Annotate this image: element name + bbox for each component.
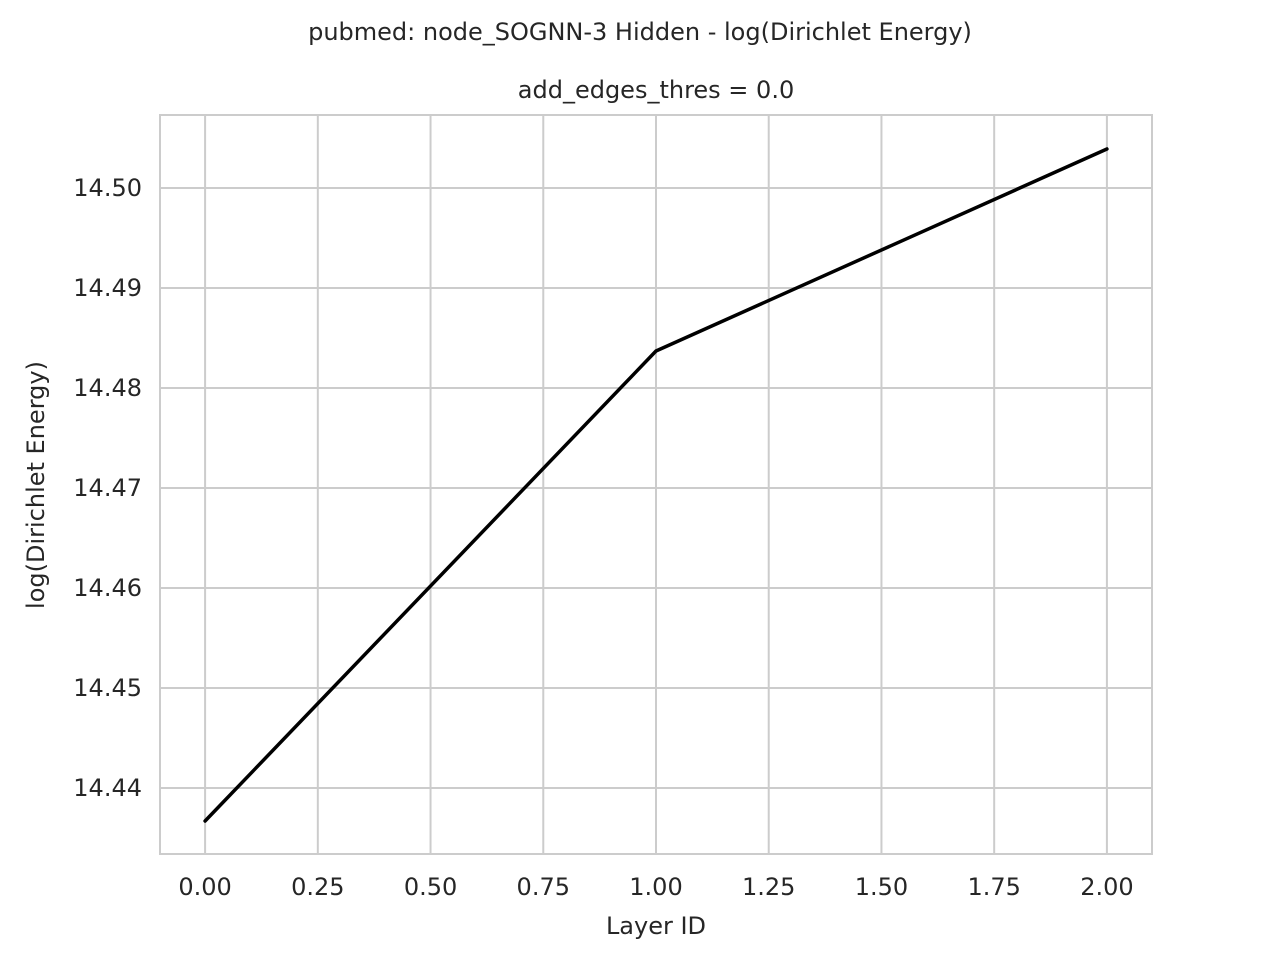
y-tick-label: 14.46 xyxy=(73,574,142,602)
y-tick-label: 14.44 xyxy=(73,774,142,802)
grid-lines xyxy=(160,115,1152,854)
y-tick-labels: 14.44 14.45 14.46 14.47 14.48 14.49 14.50 xyxy=(73,174,142,802)
x-tick-label: 0.00 xyxy=(178,873,231,901)
x-tick-label: 0.25 xyxy=(291,873,344,901)
x-axis-label: Layer ID xyxy=(606,912,706,940)
y-axis-label: log(Dirichlet Energy) xyxy=(22,361,50,609)
chart-title: add_edges_thres = 0.0 xyxy=(518,76,794,104)
y-tick-label: 14.48 xyxy=(73,374,142,402)
y-tick-label: 14.50 xyxy=(73,174,142,202)
x-tick-labels: 0.00 0.25 0.50 0.75 1.00 1.25 1.50 1.75 2.00 xyxy=(178,873,1133,901)
x-tick-label: 0.75 xyxy=(517,873,570,901)
y-tick-label: 14.47 xyxy=(73,474,142,502)
y-tick-label: 14.45 xyxy=(73,674,142,702)
y-tick-label: 14.49 xyxy=(73,274,142,302)
x-tick-label: 1.50 xyxy=(855,873,908,901)
x-tick-label: 1.75 xyxy=(967,873,1020,901)
x-tick-label: 1.00 xyxy=(629,873,682,901)
x-tick-label: 2.00 xyxy=(1080,873,1133,901)
x-tick-label: 1.25 xyxy=(742,873,795,901)
chart-suptitle: pubmed: node_SOGNN-3 Hidden - log(Dirich… xyxy=(308,18,972,46)
series-line xyxy=(203,147,1109,823)
x-tick-label: 0.50 xyxy=(404,873,457,901)
plot-frame xyxy=(159,114,1153,855)
series-layer xyxy=(203,147,1109,823)
